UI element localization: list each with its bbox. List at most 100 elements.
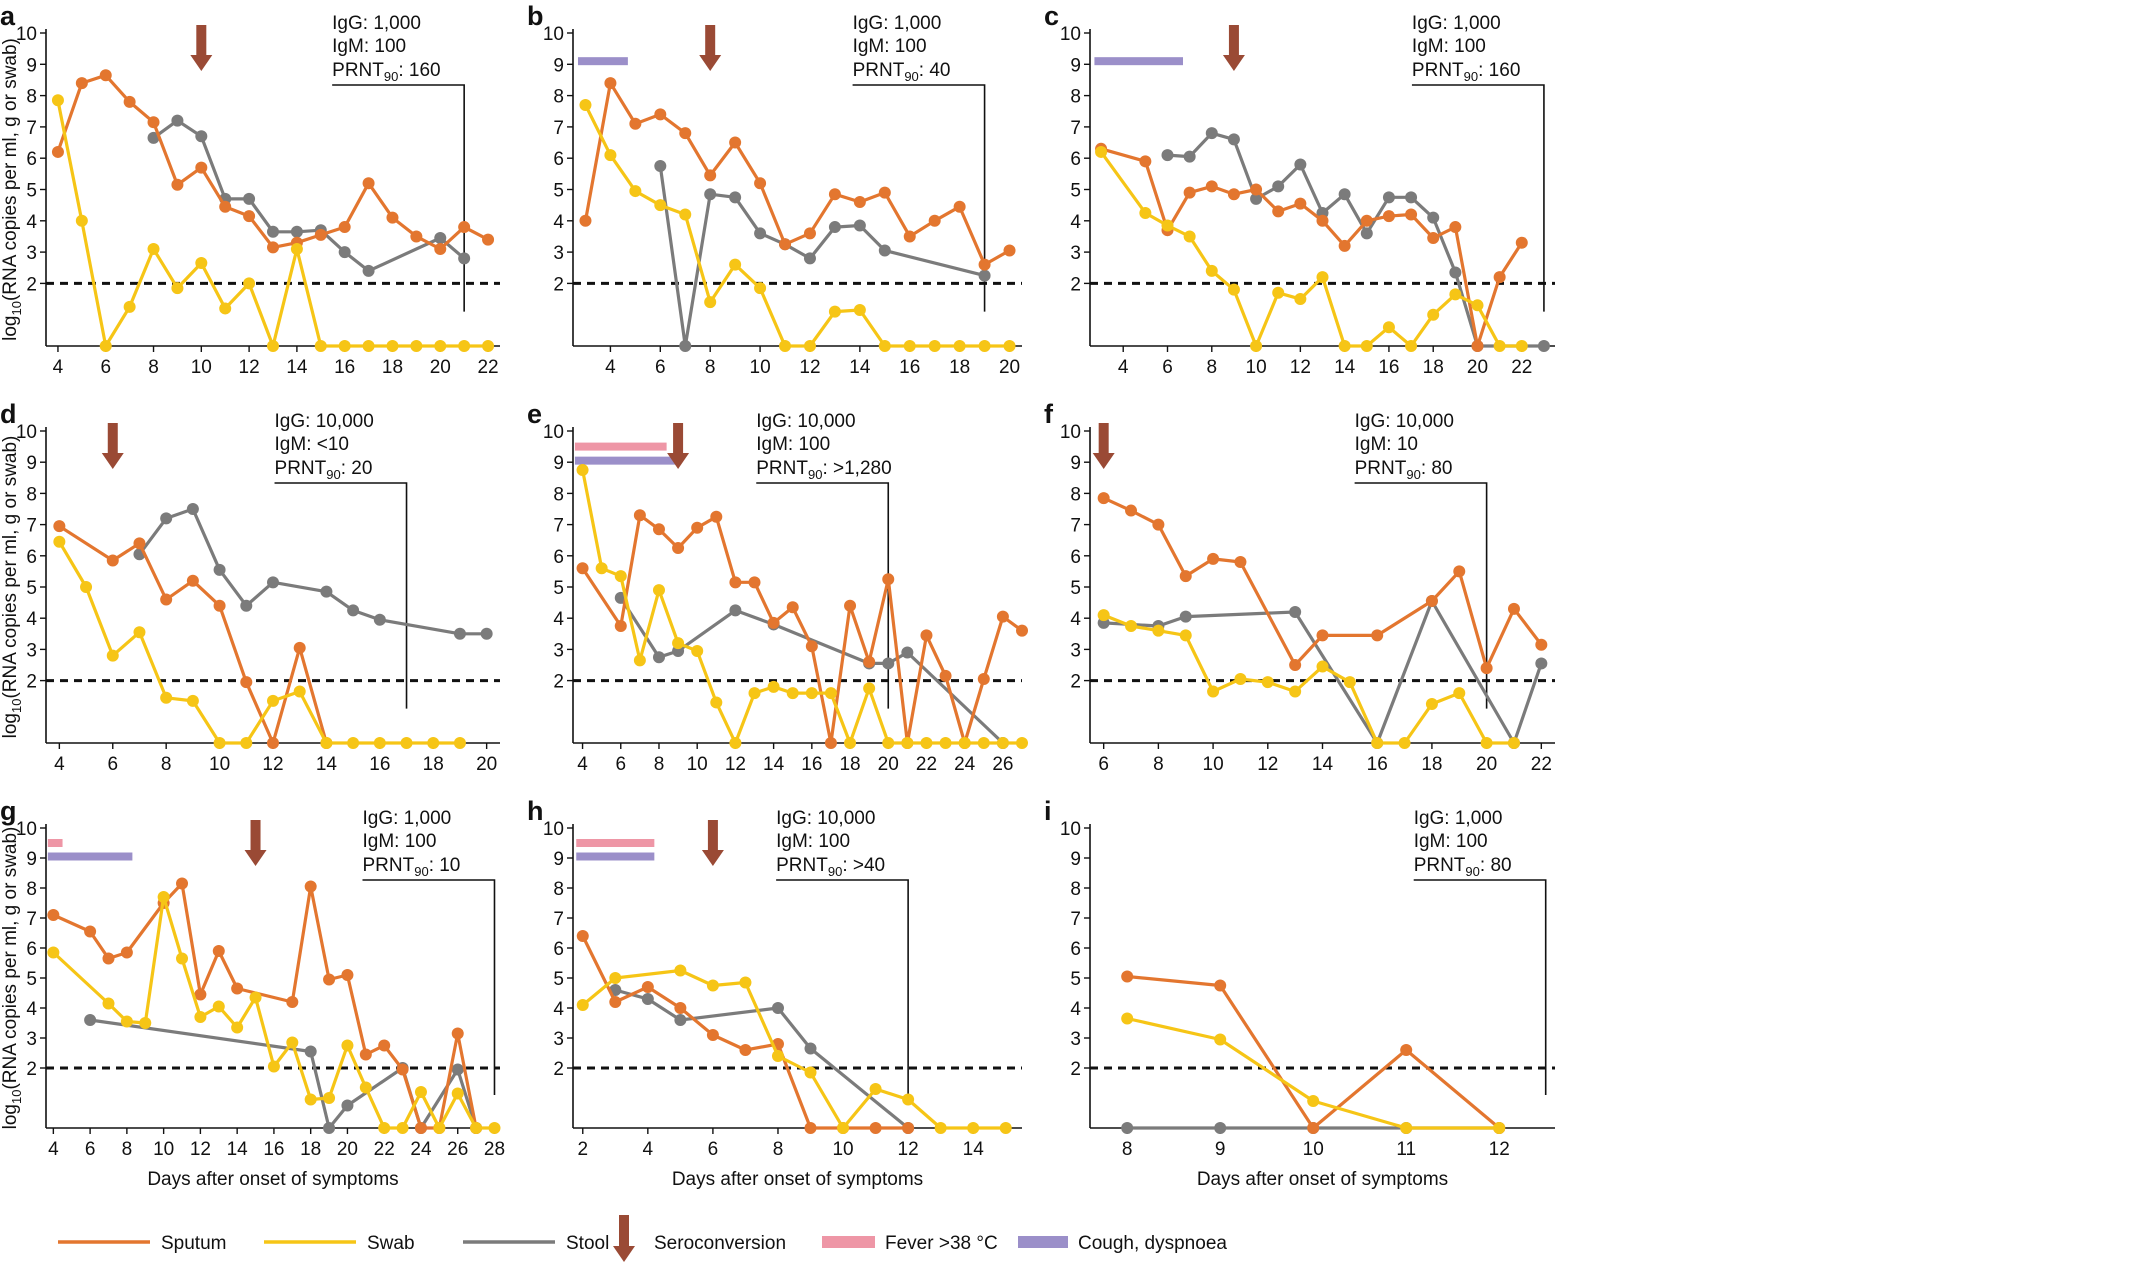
swab-point [1480, 737, 1493, 749]
swab-point [837, 1122, 850, 1134]
x-tick-label: 4 [577, 754, 588, 775]
swab-point [249, 991, 262, 1004]
serology-bracket [756, 482, 890, 709]
swab-point [1227, 283, 1240, 296]
stool-point [1294, 158, 1307, 171]
stool-point [882, 657, 895, 670]
y-tick-label: 10 [16, 819, 37, 840]
sputum-series-line [56, 73, 489, 251]
serology-bracket [1354, 482, 1488, 709]
swab-point [779, 340, 792, 352]
sputum-point [378, 1039, 391, 1052]
swab-point [139, 1017, 152, 1029]
sputum-point [1016, 624, 1028, 637]
swab-point [488, 1122, 501, 1134]
x-tick-label: 20 [878, 754, 899, 775]
sputum-point [341, 969, 354, 981]
y-tick-label: 9 [553, 849, 564, 870]
swab-point [679, 208, 692, 221]
sputum-point [1289, 659, 1302, 671]
sputum-point [804, 1122, 817, 1134]
swab-point [1316, 271, 1329, 284]
sputum-point [576, 930, 589, 942]
swab-point [1161, 219, 1174, 232]
x-tick-label: 16 [801, 754, 822, 775]
x-tick-label: 22 [1511, 357, 1532, 378]
y-tick-label: 6 [26, 939, 37, 960]
sputum-series-line [1100, 147, 1524, 348]
swab-point [286, 1036, 299, 1049]
swab-point [729, 737, 742, 749]
swab-point [901, 737, 914, 749]
sputum-point [939, 669, 952, 682]
x-tick-label: 22 [374, 1139, 395, 1160]
swab-point [231, 1021, 244, 1034]
y-tick-label: 4 [1070, 609, 1081, 630]
sputum-point [1179, 570, 1192, 583]
y-tick-label: 5 [553, 969, 564, 990]
swab-point [958, 737, 971, 749]
sputum-point [410, 230, 423, 243]
swab-point [629, 185, 642, 198]
sputum-point [1400, 1044, 1413, 1056]
sputum-point [84, 925, 97, 938]
y-tick-label: 9 [26, 453, 37, 474]
x-tick-label: 18 [839, 754, 860, 775]
swab-point [414, 1086, 427, 1098]
swab-point [1425, 698, 1438, 710]
stool-point [679, 340, 692, 352]
stool-point [1161, 149, 1174, 162]
igg-label: IgG: 10,000 [776, 808, 875, 829]
sputum-point [604, 77, 617, 90]
stool-point [1382, 191, 1395, 204]
stool-point [240, 599, 253, 612]
y-tick-label: 5 [26, 181, 37, 202]
y-tick-label: 3 [553, 243, 564, 264]
x-tick-label: 6 [1162, 357, 1173, 378]
sputum-point [996, 610, 1009, 623]
x-tick-label: 26 [447, 1139, 468, 1160]
sputum-point [1214, 979, 1227, 992]
sputum-point [1360, 214, 1373, 227]
swab-point [828, 305, 841, 318]
swab-point [934, 1122, 947, 1134]
seroconversion-arrow [101, 423, 124, 469]
swab-point [373, 737, 386, 749]
swab-point [1152, 624, 1165, 637]
stool-point [878, 244, 891, 257]
x-tick-label: 10 [209, 754, 230, 775]
stool-point [434, 232, 447, 245]
swab-point [80, 581, 93, 593]
legend-item-fever: Fever >38 °C [822, 1233, 998, 1254]
sputum-point [482, 233, 495, 246]
legend: Sputum Swab Stool Seroconversion Fever >38 °… [58, 1215, 1227, 1262]
igm-label: IgM: 100 [1412, 36, 1486, 57]
swab-point [1121, 1012, 1134, 1025]
stool-point [290, 225, 303, 238]
swab-point [939, 737, 952, 749]
prnt-label: PRNT90: >1,280 [756, 458, 891, 482]
sputum-point [1307, 1122, 1320, 1134]
swab-point [106, 649, 119, 662]
x-tick-label: 8 [1153, 754, 1164, 775]
swab-point [386, 340, 399, 352]
igm-label: IgM: 100 [332, 36, 406, 57]
x-tick-label: 16 [1367, 754, 1388, 775]
x-tick-label: 10 [1246, 357, 1267, 378]
y-tick-label: 3 [26, 1029, 37, 1050]
stool-point [803, 252, 816, 265]
swab-point [739, 976, 752, 989]
y-tick-label: 9 [553, 453, 564, 474]
swab-point [672, 637, 685, 650]
y-tick-label: 7 [1070, 118, 1081, 139]
x-tick-label: 9 [1215, 1139, 1226, 1160]
swab-point [1371, 737, 1384, 749]
sputum-point [920, 629, 933, 642]
y-tick-label: 4 [1070, 212, 1081, 233]
swab-point [844, 737, 857, 749]
legend-label: Fever >38 °C [885, 1233, 998, 1254]
stool-point [1405, 191, 1418, 204]
x-tick-label: 20 [337, 1139, 358, 1160]
x-tick-label: 16 [334, 357, 355, 378]
